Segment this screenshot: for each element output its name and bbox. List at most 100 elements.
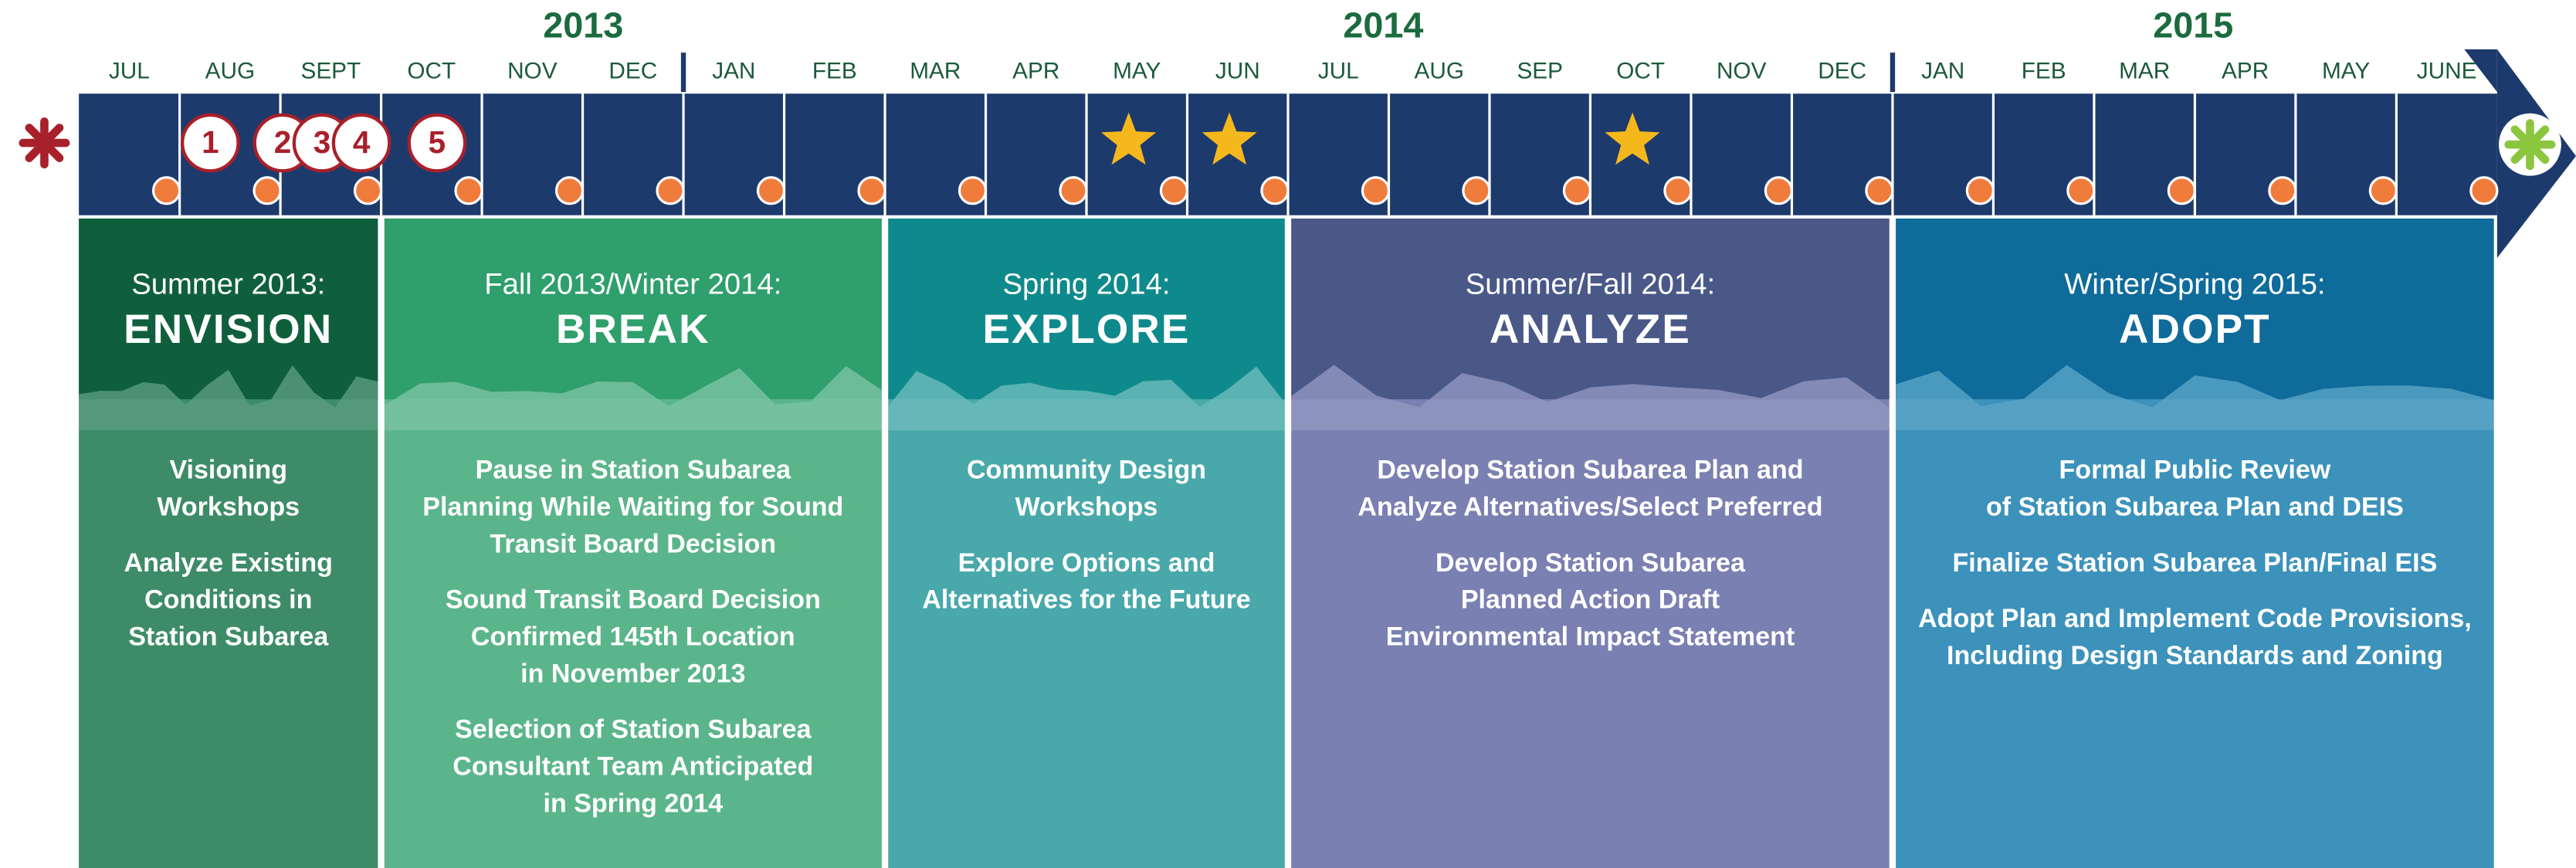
month-dot (151, 176, 181, 205)
event-marker-label: 3 (314, 124, 330, 160)
year-label: 2015 (2153, 5, 2233, 46)
month-dot (2066, 176, 2096, 205)
month-dot (1260, 176, 1290, 205)
phase-item-line: Finalize Station Subarea Plan/Final EIS (1952, 548, 2437, 578)
month-dot (1965, 176, 1995, 205)
start-asterisk-stroke (25, 124, 64, 162)
month-label: DEC (608, 58, 657, 83)
phase-item-line: Alternatives for the Future (922, 585, 1250, 615)
month-dot (2469, 176, 2499, 205)
phase-fade (1291, 430, 1890, 868)
phase-season: Winter/Spring 2015: (2064, 267, 2325, 300)
month-dot (1562, 176, 1592, 205)
month-dot (1059, 176, 1088, 205)
month-dot (2268, 176, 2297, 205)
year-label: 2013 (543, 5, 623, 46)
month-label: JUL (109, 58, 150, 83)
month-label: AUG (1414, 58, 1464, 83)
month-dot (857, 176, 886, 205)
month-label: OCT (407, 58, 456, 83)
month-label: JAN (712, 58, 755, 83)
month-dot (958, 176, 988, 205)
milestone-star (1600, 107, 1665, 169)
phase-item-line: Pause in Station Subarea (476, 456, 792, 485)
phase-item-line: Workshops (157, 492, 300, 521)
phase-header (79, 218, 378, 400)
month-label: JAN (1921, 58, 1964, 83)
month-label: JUL (1318, 58, 1359, 83)
month-dot (1764, 176, 1794, 205)
phase: Winter/Spring 2015: ADOPT Formal Public Re… (1896, 218, 2494, 868)
month-dot (1663, 176, 1693, 205)
year-label: 2014 (1343, 5, 1423, 46)
event-marker (407, 113, 467, 173)
phase: Summer 2013: ENVISION Visioning Workshops An… (79, 218, 378, 868)
month-label: NOV (1717, 58, 1767, 83)
event-marker-label: 4 (353, 124, 371, 160)
event-marker-label: 1 (202, 124, 219, 160)
event-marker-label: 2 (274, 124, 291, 160)
month-label: DEC (1818, 58, 1866, 83)
phase-item-line: Sound Transit Board Decision (446, 585, 821, 615)
phase-fade (1896, 430, 2494, 868)
month-label: MAY (2322, 58, 2370, 83)
month-label: SEPT (300, 58, 361, 83)
month-dot (656, 176, 685, 205)
milestone-star (1197, 107, 1262, 169)
month-dot (454, 176, 483, 205)
phase-name: ANALYZE (1490, 307, 1691, 352)
event-marker-label: 5 (429, 124, 446, 160)
phase-name: BREAK (556, 307, 710, 352)
phase: Summer/Fall 2014: ANALYZE Develop Station … (1291, 218, 1890, 868)
month-label: MAR (2119, 58, 2170, 83)
month-dot (554, 176, 585, 205)
phase-item-line: in November 2013 (520, 659, 745, 688)
month-label: APR (2222, 58, 2269, 83)
phase-season: Fall 2013/Winter 2014: (484, 267, 781, 300)
phase: Fall 2013/Winter 2014: BREAK Pause in Stat… (384, 218, 882, 868)
phase-season: Spring 2014: (1002, 267, 1170, 300)
phase-item-line: Community Design (967, 456, 1206, 485)
month-label: JUNE (2417, 58, 2477, 83)
mountain-silhouette (384, 366, 882, 431)
month-label: MAY (1113, 58, 1161, 83)
month-label: APR (1012, 58, 1059, 83)
phase-fade (79, 430, 378, 868)
phase-fade (888, 430, 1285, 868)
phase-item-line: Develop Station Subarea Plan and (1377, 456, 1803, 485)
phase-item-line: Visioning (169, 456, 287, 485)
month-dot (2167, 176, 2197, 205)
mountain-silhouette (79, 364, 378, 431)
month-dot (1159, 176, 1189, 205)
month-dot (1361, 176, 1391, 205)
phase: Spring 2014: EXPLORE Community Design Works… (888, 218, 1285, 868)
phase-header (1291, 218, 1890, 400)
phase-item-line: Develop Station Subarea (1435, 548, 1746, 578)
month-dot (756, 176, 786, 205)
phase-header (1896, 218, 2494, 400)
month-dot (253, 176, 282, 205)
mountain-silhouette (1291, 364, 1890, 431)
month-label: FEB (812, 58, 857, 83)
phase-header (888, 218, 1285, 400)
phase-item-line: Workshops (1015, 492, 1158, 521)
month-label: MAR (910, 58, 961, 83)
phase-item-line: Planned Action Draft (1461, 585, 1720, 615)
phase-name: ENVISION (124, 307, 333, 352)
phase-item-line: Analyze Alternatives/Select Preferred (1357, 492, 1822, 521)
phase-item-line: Consultant Team Anticipated (452, 752, 813, 782)
month-dot (2368, 176, 2398, 205)
phase-name: ADOPT (2119, 307, 2271, 352)
phase-item-line: Adopt Plan and Implement Code Provisions… (1918, 604, 2472, 633)
month-label: NOV (507, 58, 558, 83)
phase-season: Summer 2013: (131, 267, 325, 300)
phase-item-line: Including Design Standards and Zoning (1947, 641, 2443, 670)
phase-item-line: in Spring 2014 (544, 788, 724, 818)
milestone-star (1096, 107, 1161, 169)
mountain-silhouette (888, 366, 1285, 431)
end-asterisk-stroke (2510, 125, 2550, 164)
mountain-silhouette (1896, 364, 2494, 431)
event-marker (181, 113, 240, 173)
month-label: FEB (2022, 58, 2066, 83)
